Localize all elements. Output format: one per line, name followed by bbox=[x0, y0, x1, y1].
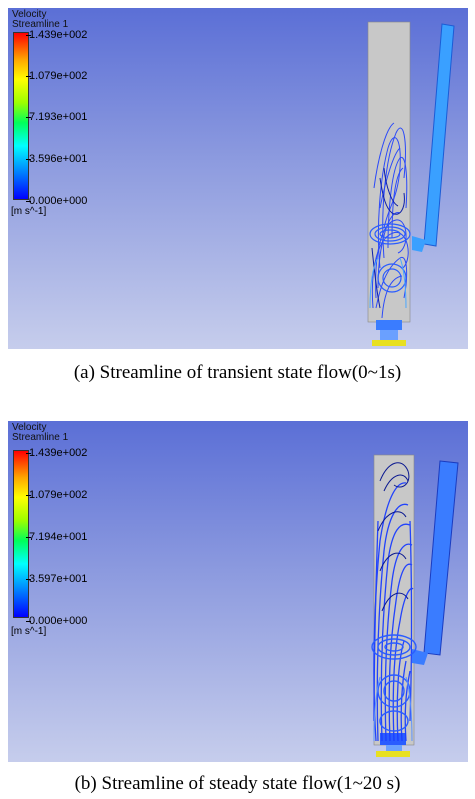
tick-label: 0.000e+000 bbox=[25, 615, 88, 627]
tick-label: 1.079e+002 bbox=[25, 489, 88, 501]
flow-domain-a bbox=[367, 21, 455, 346]
legend-title: Velocity bbox=[12, 422, 47, 433]
tick-label: 1.079e+002 bbox=[25, 70, 88, 82]
unit-label: [m s^-1] bbox=[11, 626, 47, 637]
tick-label: 3.596e+001 bbox=[25, 153, 88, 165]
tick-label: 0.000e+000 bbox=[25, 195, 88, 207]
caption-a: (a) Streamline of transient state flow(0… bbox=[73, 362, 402, 383]
legend-subtitle: Streamline 1 bbox=[12, 432, 69, 443]
tick-label: 1.439e+002 bbox=[25, 29, 88, 41]
velocity-colorbar bbox=[13, 32, 29, 200]
legend-title: Velocity bbox=[12, 9, 47, 20]
tick-label: 7.194e+001 bbox=[25, 531, 88, 543]
simulation-panel-a: Velocity Streamline 1 1.439e+002 1.079e+… bbox=[8, 8, 468, 349]
legend-subtitle: Streamline 1 bbox=[12, 19, 69, 30]
legend-header: Velocity Streamline 1 bbox=[12, 423, 68, 443]
caption-b: (b) Streamline of steady state flow(1~20… bbox=[74, 773, 401, 794]
tick-label: 3.597e+001 bbox=[25, 573, 88, 585]
legend-header: Velocity Streamline 1 bbox=[12, 10, 68, 30]
unit-label: [m s^-1] bbox=[11, 206, 47, 217]
simulation-panel-b: Velocity Streamline 1 1.439e+002 1.079e+… bbox=[8, 421, 468, 762]
tick-label: 1.439e+002 bbox=[25, 447, 88, 459]
velocity-colorbar bbox=[13, 450, 29, 618]
flow-domain-b bbox=[371, 454, 459, 757]
tick-label: 7.193e+001 bbox=[25, 111, 88, 123]
